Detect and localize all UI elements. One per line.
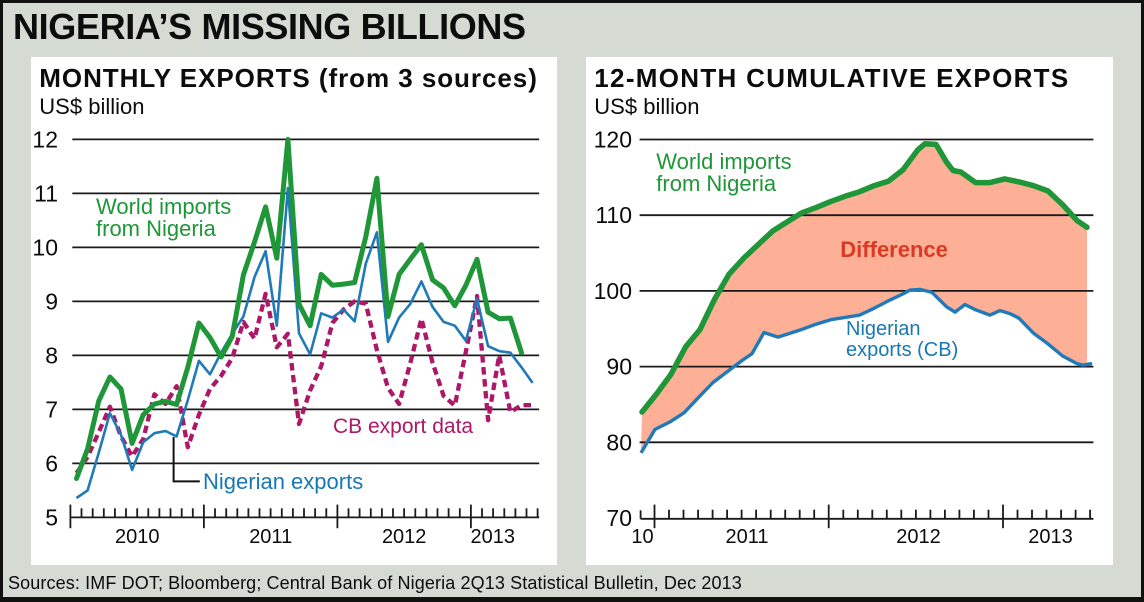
svg-text:2013: 2013 xyxy=(1028,526,1073,548)
svg-text:9: 9 xyxy=(45,288,58,314)
svg-text:7: 7 xyxy=(45,396,58,422)
svg-text:2011: 2011 xyxy=(249,526,292,548)
svg-text:120: 120 xyxy=(594,127,632,153)
svg-text:2012: 2012 xyxy=(896,526,941,548)
svg-text:10: 10 xyxy=(631,526,653,548)
svg-text:10: 10 xyxy=(32,234,58,260)
svg-text:90: 90 xyxy=(606,354,632,380)
svg-text:6: 6 xyxy=(45,450,58,476)
svg-text:11: 11 xyxy=(34,180,58,206)
svg-text:2010: 2010 xyxy=(115,526,160,548)
svg-text:2011: 2011 xyxy=(725,526,768,548)
svg-text:8: 8 xyxy=(45,342,58,368)
svg-text:110: 110 xyxy=(595,202,632,228)
svg-text:70: 70 xyxy=(606,505,632,531)
svg-text:100: 100 xyxy=(594,278,632,304)
svg-text:80: 80 xyxy=(606,429,632,455)
svg-text:5: 5 xyxy=(45,504,58,530)
svg-text:2013: 2013 xyxy=(471,526,516,548)
svg-text:2012: 2012 xyxy=(382,526,427,548)
svg-text:12: 12 xyxy=(32,126,58,152)
